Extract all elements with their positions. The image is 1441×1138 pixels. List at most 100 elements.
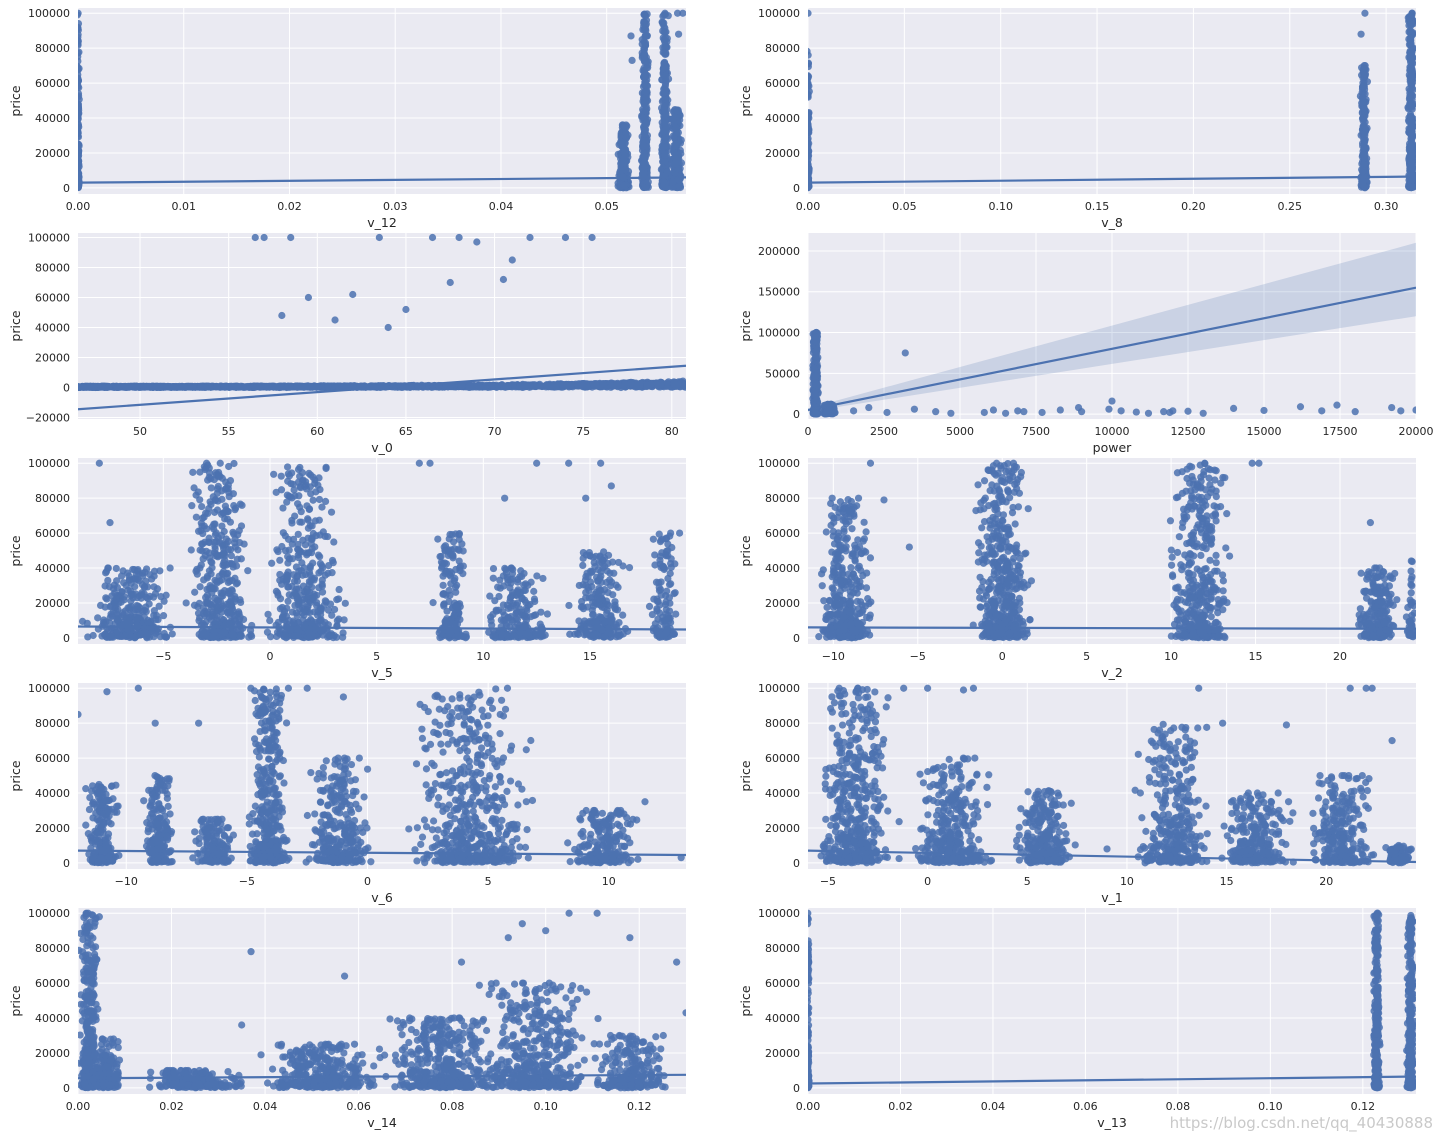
scatter-point (168, 630, 176, 638)
x-axis-label: v_5 (371, 665, 393, 680)
scatter-point (125, 613, 133, 622)
y-tick-label: 40000 (35, 112, 70, 125)
scatter-point (670, 133, 678, 141)
scatter-point (590, 382, 599, 390)
scatter-point (1407, 141, 1415, 150)
scatter-point (661, 80, 670, 88)
scatter-point (1409, 20, 1416, 28)
scatter-point (1408, 47, 1416, 56)
plot-background (78, 233, 686, 419)
scatter-point (133, 382, 141, 390)
scatter-point (150, 607, 158, 615)
scatter-point (218, 495, 226, 503)
scatter-point (1360, 83, 1368, 91)
scatter-point (307, 382, 315, 390)
scatter-point (187, 546, 195, 554)
scatter-point (113, 628, 121, 636)
x-tick-label: 0.03 (383, 200, 408, 213)
scatter-point (808, 125, 813, 133)
scatter-point (250, 383, 259, 391)
plot-background (808, 8, 1416, 194)
scatter-point (607, 383, 615, 391)
scatter-point (83, 619, 91, 627)
scatter-point (251, 233, 259, 242)
scatter-point (78, 129, 82, 138)
x-tick-label: 5000 (946, 425, 974, 438)
scatter-point (78, 148, 82, 157)
scatter-point (1408, 10, 1416, 19)
scatter-point (549, 381, 557, 390)
scatter-point (1360, 105, 1368, 113)
y-axis-label: price (738, 310, 753, 341)
scatter-point (78, 95, 83, 103)
scatter-point (293, 382, 301, 391)
scatter-point (1166, 408, 1174, 417)
scatter-point (561, 233, 570, 242)
scatter-point (618, 121, 626, 129)
scatter-point (1260, 406, 1268, 415)
x-tick-label: 15 (583, 650, 597, 663)
scatter-point (1056, 406, 1064, 414)
scatter-point (112, 564, 120, 573)
scatter-point (202, 509, 210, 517)
scatter-point (218, 487, 226, 495)
scatter-point (78, 77, 82, 85)
x-tick-label: 0 (805, 425, 812, 438)
scatter-point (133, 615, 141, 624)
scatter-point (672, 124, 680, 132)
scatter-point (455, 233, 463, 242)
scatter-point (227, 601, 236, 609)
scatter-point (660, 49, 668, 57)
scatter-point (206, 498, 214, 506)
scatter-point (1199, 409, 1207, 417)
scatter-point (197, 383, 205, 391)
scatter-point (384, 323, 392, 332)
x-tick-label: 60 (310, 425, 324, 438)
scatter-point (675, 182, 683, 190)
scatter-point (481, 383, 489, 391)
scatter-point (124, 604, 132, 612)
scatter-point (1412, 406, 1416, 414)
x-tick-label: 0.15 (1085, 200, 1110, 213)
scatter-point (207, 484, 215, 492)
scatter-point (155, 602, 163, 610)
scatter-point (659, 12, 667, 20)
y-tick-label: 20000 (35, 352, 70, 365)
scatter-point (162, 633, 171, 641)
scatter-point (176, 383, 185, 391)
scatter-point (658, 145, 666, 154)
y-tick-label: 100000 (758, 7, 800, 20)
scatter-point (101, 603, 109, 611)
scatter-point (287, 233, 295, 242)
scatter-point (237, 522, 246, 530)
scatter-point (89, 631, 97, 640)
scatter-point (1405, 102, 1413, 111)
scatter-point (663, 379, 671, 387)
regression-line (808, 286, 1416, 412)
data-layer (78, 9, 686, 192)
y-tick-label: 80000 (35, 492, 70, 505)
scatter-point (626, 379, 635, 387)
y-tick-label: 80000 (35, 42, 70, 55)
scatter-point (661, 41, 669, 49)
scatter-point (222, 506, 230, 514)
x-axis-label: v_8 (1101, 215, 1123, 230)
scatter-point (1409, 115, 1416, 123)
scatter-point (206, 581, 214, 590)
scatter-point (78, 102, 83, 110)
x-tick-label: 12500 (1171, 425, 1206, 438)
scatter-point (216, 459, 224, 467)
scatter-point (238, 501, 246, 509)
scatter-point (78, 161, 82, 169)
scatter-point (213, 383, 221, 391)
scatter-point (808, 62, 812, 71)
scatter-point (105, 383, 113, 391)
data-layer (78, 233, 686, 411)
scatter-point (244, 382, 252, 391)
scatter-point (1388, 403, 1396, 412)
scatter-point (113, 616, 121, 624)
scatter-point (670, 149, 678, 157)
scatter-point (669, 178, 677, 186)
scatter-point (808, 51, 812, 59)
